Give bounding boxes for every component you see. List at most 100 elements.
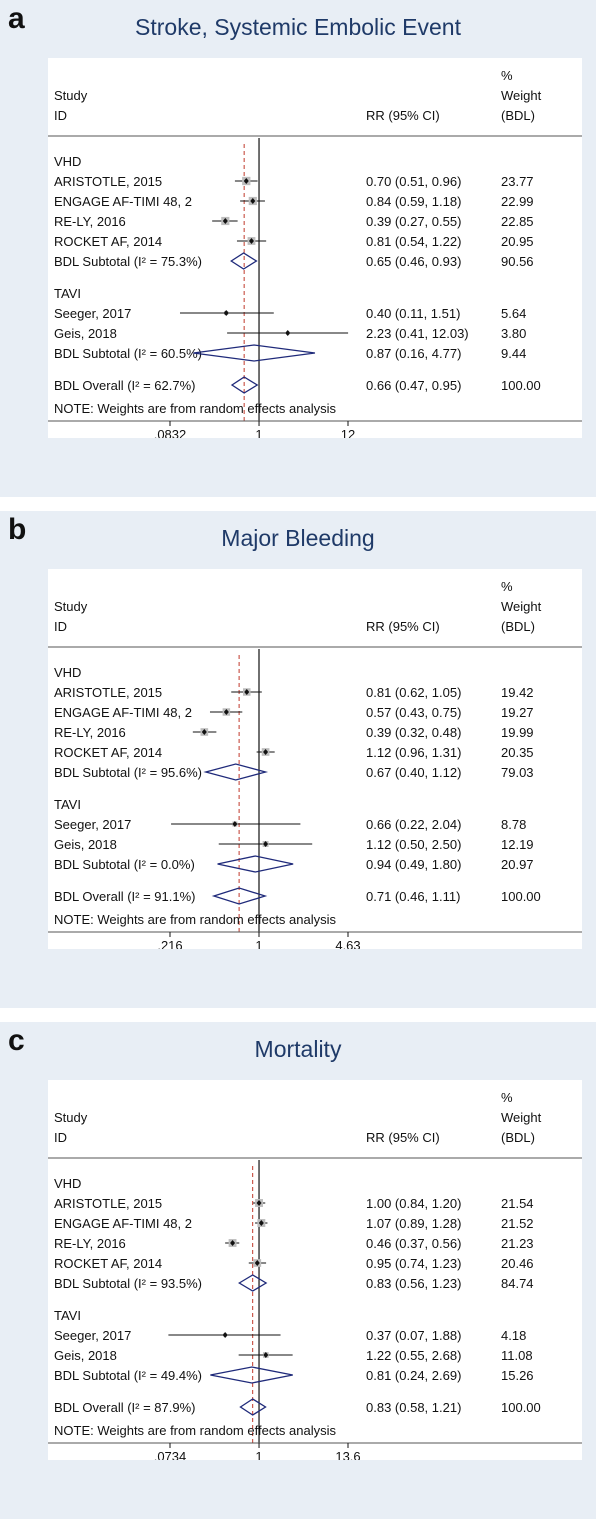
subtotal-label: BDL Subtotal (I² = 49.4%): [54, 1368, 202, 1383]
overall-ci-text: 0.83 (0.58, 1.21): [366, 1400, 461, 1415]
chart-title: Stroke, Systemic Embolic Event: [135, 14, 461, 40]
study-weight-text: 4.18: [501, 1328, 526, 1343]
overall-label: BDL Overall (I² = 62.7%): [54, 378, 195, 393]
point-estimate: [222, 218, 228, 224]
panel-a: a Stroke, Systemic Embolic Event % Study W…: [0, 0, 596, 497]
subtotal-ci-text: 0.94 (0.49, 1.80): [366, 857, 461, 872]
study-weight-text: 5.64: [501, 306, 526, 321]
study-label: ROCKET AF, 2014: [54, 745, 162, 760]
study-weight-text: 11.08: [501, 1348, 533, 1363]
study-ci-text: 0.66 (0.22, 2.04): [366, 817, 461, 832]
overall-label: BDL Overall (I² = 91.1%): [54, 889, 195, 904]
overall-ci-text: 0.66 (0.47, 0.95): [366, 378, 461, 393]
subtotal-label: BDL Subtotal (I² = 75.3%): [54, 254, 202, 269]
point-estimate: [258, 1220, 264, 1226]
x-tick-label: 13.6: [335, 1449, 360, 1460]
point-estimate: [256, 1200, 262, 1206]
panel-c: c Mortality % Study Weight ID RR (95% CI) (BD…: [0, 1022, 596, 1519]
study-weight-text: 21.52: [501, 1216, 534, 1231]
forest-plot-area: % Study Weight ID RR (95% CI) (BDL) VHD ARISTOT…: [48, 1080, 582, 1460]
subtotal-diamond: [237, 1274, 268, 1292]
study-weight-text: 21.23: [501, 1236, 534, 1251]
group-label: VHD: [54, 154, 81, 169]
study-label: ENGAGE AF-TIMI 48, 2: [54, 194, 192, 209]
forest-plot-svg: % Study Weight ID RR (95% CI) (BDL) VHD ARISTOT…: [48, 1090, 582, 1460]
point-estimate: [243, 178, 249, 184]
panel-letter: a: [8, 2, 25, 35]
study-weight-text: 23.77: [501, 174, 534, 189]
study-weight-text: 22.85: [501, 214, 534, 229]
study-label: Seeger, 2017: [54, 306, 131, 321]
x-tick-label: .0832: [154, 427, 187, 438]
header-weight: Weight: [501, 599, 542, 614]
study-weight-text: 12.19: [501, 837, 534, 852]
point-estimate: [285, 330, 291, 336]
overall-weight-text: 100.00: [501, 889, 541, 904]
overall-weight-text: 100.00: [501, 378, 541, 393]
overall-diamond: [230, 376, 259, 394]
study-weight-text: 8.78: [501, 817, 526, 832]
header-id: ID: [54, 1130, 67, 1145]
subtotal-diamond: [230, 252, 258, 270]
study-label: Geis, 2018: [54, 1348, 117, 1363]
header-weight: Weight: [501, 88, 542, 103]
study-label: Geis, 2018: [54, 837, 117, 852]
x-tick-label: 12: [341, 427, 355, 438]
study-label: ROCKET AF, 2014: [54, 1256, 162, 1271]
study-ci-text: 1.12 (0.50, 2.50): [366, 837, 461, 852]
study-ci-text: 0.84 (0.59, 1.18): [366, 194, 461, 209]
point-estimate: [244, 689, 250, 695]
subtotal-diamond: [217, 855, 294, 873]
study-weight-text: 19.27: [501, 705, 534, 720]
point-estimate: [263, 1352, 269, 1358]
study-weight-text: 22.99: [501, 194, 534, 209]
study-ci-text: 0.95 (0.74, 1.23): [366, 1256, 461, 1271]
study-weight-text: 20.46: [501, 1256, 534, 1271]
study-ci-text: 0.40 (0.11, 1.51): [366, 306, 460, 321]
point-estimate: [222, 1332, 228, 1338]
subtotal-ci-text: 0.67 (0.40, 1.12): [366, 765, 461, 780]
subtotal-weight-text: 79.03: [501, 765, 534, 780]
study-label: ARISTOTLE, 2015: [54, 1196, 162, 1211]
subtotal-weight-text: 90.56: [501, 254, 534, 269]
subtotal-label: BDL Subtotal (I² = 60.5%): [54, 346, 202, 361]
study-label: ROCKET AF, 2014: [54, 234, 162, 249]
group-label: VHD: [54, 665, 81, 680]
overall-diamond: [239, 1398, 267, 1416]
study-label: ENGAGE AF-TIMI 48, 2: [54, 1216, 192, 1231]
point-estimate: [232, 821, 238, 827]
note-text: NOTE: Weights are from random effects an…: [54, 912, 337, 927]
forest-plot-area: % Study Weight ID RR (95% CI) (BDL) VHD ARISTOT…: [48, 58, 582, 438]
study-ci-text: 1.12 (0.96, 1.31): [366, 745, 461, 760]
x-tick-label: 1: [255, 1449, 262, 1460]
x-tick-label: 1: [255, 938, 262, 949]
study-ci-text: 0.39 (0.27, 0.55): [366, 214, 461, 229]
group-label: VHD: [54, 1176, 81, 1191]
study-ci-text: 0.37 (0.07, 1.88): [366, 1328, 461, 1343]
header-weight-percent: %: [501, 579, 513, 594]
study-ci-text: 2.23 (0.41, 12.03): [366, 326, 469, 341]
header-weight-percent: %: [501, 68, 513, 83]
subtotal-weight-text: 20.97: [501, 857, 534, 872]
subtotal-ci-text: 0.81 (0.24, 2.69): [366, 1368, 461, 1383]
study-label: RE-LY, 2016: [54, 214, 126, 229]
header-study: Study: [54, 1110, 88, 1125]
subtotal-diamond: [210, 1366, 293, 1384]
panel-letter: b: [8, 513, 27, 546]
study-ci-text: 0.70 (0.51, 0.96): [366, 174, 461, 189]
group-label: TAVI: [54, 1308, 81, 1323]
overall-diamond: [211, 887, 268, 905]
chart-title: Mortality: [254, 1036, 342, 1062]
header-study: Study: [54, 88, 88, 103]
study-weight-text: 19.42: [501, 685, 534, 700]
group-label: TAVI: [54, 286, 81, 301]
header-weight-percent: %: [501, 1090, 513, 1105]
header-study: Study: [54, 599, 88, 614]
x-tick-label: .216: [157, 938, 182, 949]
note-text: NOTE: Weights are from random effects an…: [54, 1423, 337, 1438]
study-label: ARISTOTLE, 2015: [54, 685, 162, 700]
point-estimate: [263, 841, 269, 847]
header-rr: RR (95% CI): [366, 619, 440, 634]
forest-plot-area: % Study Weight ID RR (95% CI) (BDL) VHD ARISTOT…: [48, 569, 582, 949]
study-label: RE-LY, 2016: [54, 725, 126, 740]
